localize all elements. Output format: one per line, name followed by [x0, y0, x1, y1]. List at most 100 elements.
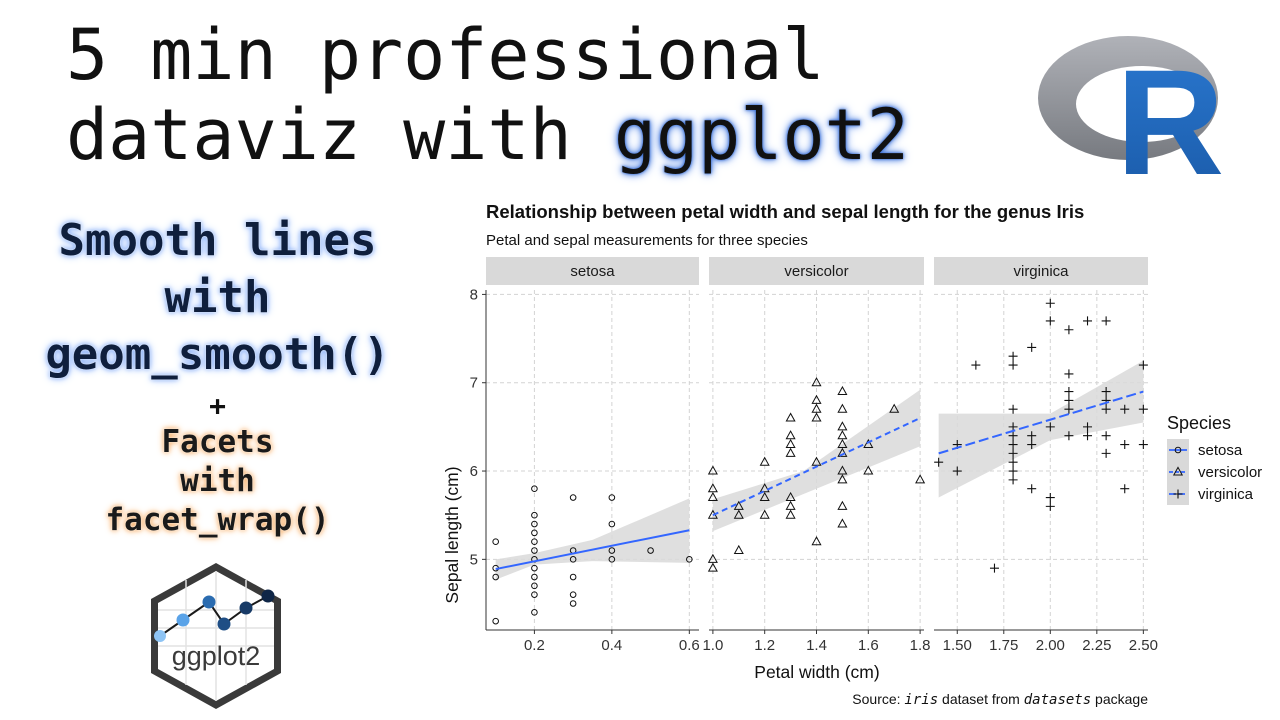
data-point	[837, 518, 848, 528]
facets-topic-line: with	[180, 463, 255, 499]
data-point	[733, 509, 744, 519]
data-point	[707, 553, 718, 563]
x-tick-label: 0.6	[679, 637, 700, 654]
hex-point	[261, 589, 275, 603]
chart-title: Relationship between petal width and sep…	[486, 201, 1084, 222]
data-point	[785, 438, 796, 449]
caption-dataset: iris	[904, 692, 938, 708]
x-tick-label: 1.0	[702, 637, 723, 654]
x-tick-label: 1.6	[858, 637, 879, 654]
confidence-ribbon	[938, 360, 1144, 498]
headline-prefix: dataviz with	[66, 94, 572, 176]
x-tick-label: 2.25	[1082, 637, 1111, 654]
data-point	[1064, 404, 1074, 414]
data-point	[1083, 422, 1093, 432]
data-point	[531, 591, 538, 598]
hex-point	[202, 595, 216, 609]
data-point	[707, 483, 718, 493]
caption-package: datasets	[1024, 692, 1091, 708]
data-point	[1101, 404, 1111, 414]
legend-key-shape	[1172, 466, 1184, 476]
data-point	[531, 609, 538, 616]
legend-label: virginica	[1198, 486, 1254, 503]
x-axis-title: Petal width (cm)	[754, 662, 879, 682]
data-point	[1101, 431, 1111, 441]
x-tick-label: 2.00	[1036, 637, 1065, 654]
data-point	[837, 421, 848, 431]
x-tick-label: 1.4	[806, 637, 827, 654]
headline-line-1: 5 min professional	[66, 14, 825, 96]
y-tick-label: 5	[470, 551, 478, 568]
data-point	[1138, 360, 1148, 370]
data-point	[647, 547, 654, 554]
data-point	[1045, 422, 1055, 432]
smooth-line	[712, 417, 921, 517]
data-point	[785, 491, 796, 502]
facet-virginica: virginica 1.50 1.75 2.00 2.25 2.50	[934, 257, 1158, 654]
facet-strip-label: virginica	[1013, 263, 1069, 280]
facet-setosa: setosa 0.2 0.4 0.6	[486, 257, 700, 654]
data-point	[1064, 369, 1074, 379]
data-point	[1101, 387, 1111, 397]
data-point	[759, 509, 770, 519]
smooth-topic-line: Smooth lines	[58, 215, 377, 266]
facet-strip	[486, 257, 699, 285]
x-tick-label: 1.50	[943, 637, 972, 654]
data-point	[837, 438, 848, 449]
data-point	[811, 394, 822, 404]
x-tick-label: 0.4	[601, 637, 622, 654]
y-axis: 5 6 7 8	[470, 286, 487, 630]
data-point	[492, 573, 499, 581]
smooth-topic-line: with	[164, 272, 271, 323]
hex-point	[154, 630, 166, 642]
hex-point	[217, 617, 231, 631]
confidence-ribbon	[712, 389, 921, 532]
facet-strip-label: setosa	[570, 263, 615, 280]
x-tick-label: 1.8	[910, 637, 931, 654]
data-point	[707, 465, 718, 475]
data-point	[608, 494, 616, 501]
confidence-ribbon	[495, 498, 690, 580]
data-point	[934, 457, 944, 467]
y-axis-title: Sepal length (cm)	[442, 466, 462, 603]
facet-strip	[934, 257, 1148, 285]
data-point	[837, 430, 848, 440]
facet-versicolor: versicolor 1.0 1.2 1.4 1.6 1.8	[702, 257, 931, 654]
data-point	[492, 538, 499, 545]
facet-strip-label: versicolor	[784, 263, 848, 280]
data-point	[785, 430, 796, 440]
headline-highlight: ggplot2	[613, 94, 909, 176]
legend-key-shape	[1173, 489, 1183, 499]
data-point	[1027, 440, 1037, 450]
data-point	[1064, 325, 1074, 335]
data-point	[811, 536, 822, 546]
chart-subtitle: Petal and sepal measurements for three s…	[486, 232, 808, 249]
data-point	[759, 491, 770, 502]
data-point	[531, 520, 538, 528]
data-point	[531, 564, 538, 572]
data-point	[1064, 431, 1074, 441]
data-point	[759, 483, 770, 493]
data-point	[733, 544, 744, 555]
data-point	[569, 556, 577, 563]
data-point	[1008, 457, 1018, 467]
x-tick-label: 1.2	[754, 637, 775, 654]
data-point	[971, 360, 981, 370]
data-point	[531, 511, 538, 519]
data-point	[1120, 440, 1130, 450]
hex-gridlines	[158, 571, 274, 701]
data-point	[1008, 448, 1018, 458]
data-point	[989, 563, 999, 573]
data-point	[1120, 484, 1130, 494]
data-point	[811, 377, 822, 387]
data-point	[837, 403, 848, 413]
data-point	[811, 403, 822, 413]
data-point	[1027, 484, 1037, 494]
data-point	[1045, 493, 1055, 503]
facet-chart: Relationship between petal width and sep…	[442, 201, 1262, 708]
data-point	[569, 591, 577, 598]
data-point	[1101, 448, 1111, 458]
facets-topic-line: facet_wrap()	[105, 502, 330, 538]
data-point	[1101, 316, 1111, 326]
data-point	[1008, 351, 1018, 361]
